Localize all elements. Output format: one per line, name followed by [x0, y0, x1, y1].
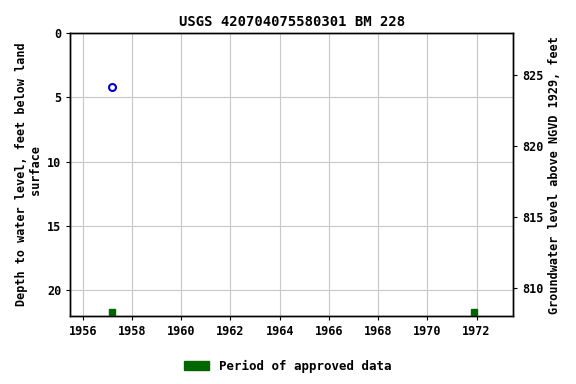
Legend: Period of approved data: Period of approved data — [179, 355, 397, 378]
Y-axis label: Groundwater level above NGVD 1929, feet: Groundwater level above NGVD 1929, feet — [548, 36, 561, 313]
Title: USGS 420704075580301 BM 228: USGS 420704075580301 BM 228 — [179, 15, 405, 29]
Y-axis label: Depth to water level, feet below land
 surface: Depth to water level, feet below land su… — [15, 43, 43, 306]
